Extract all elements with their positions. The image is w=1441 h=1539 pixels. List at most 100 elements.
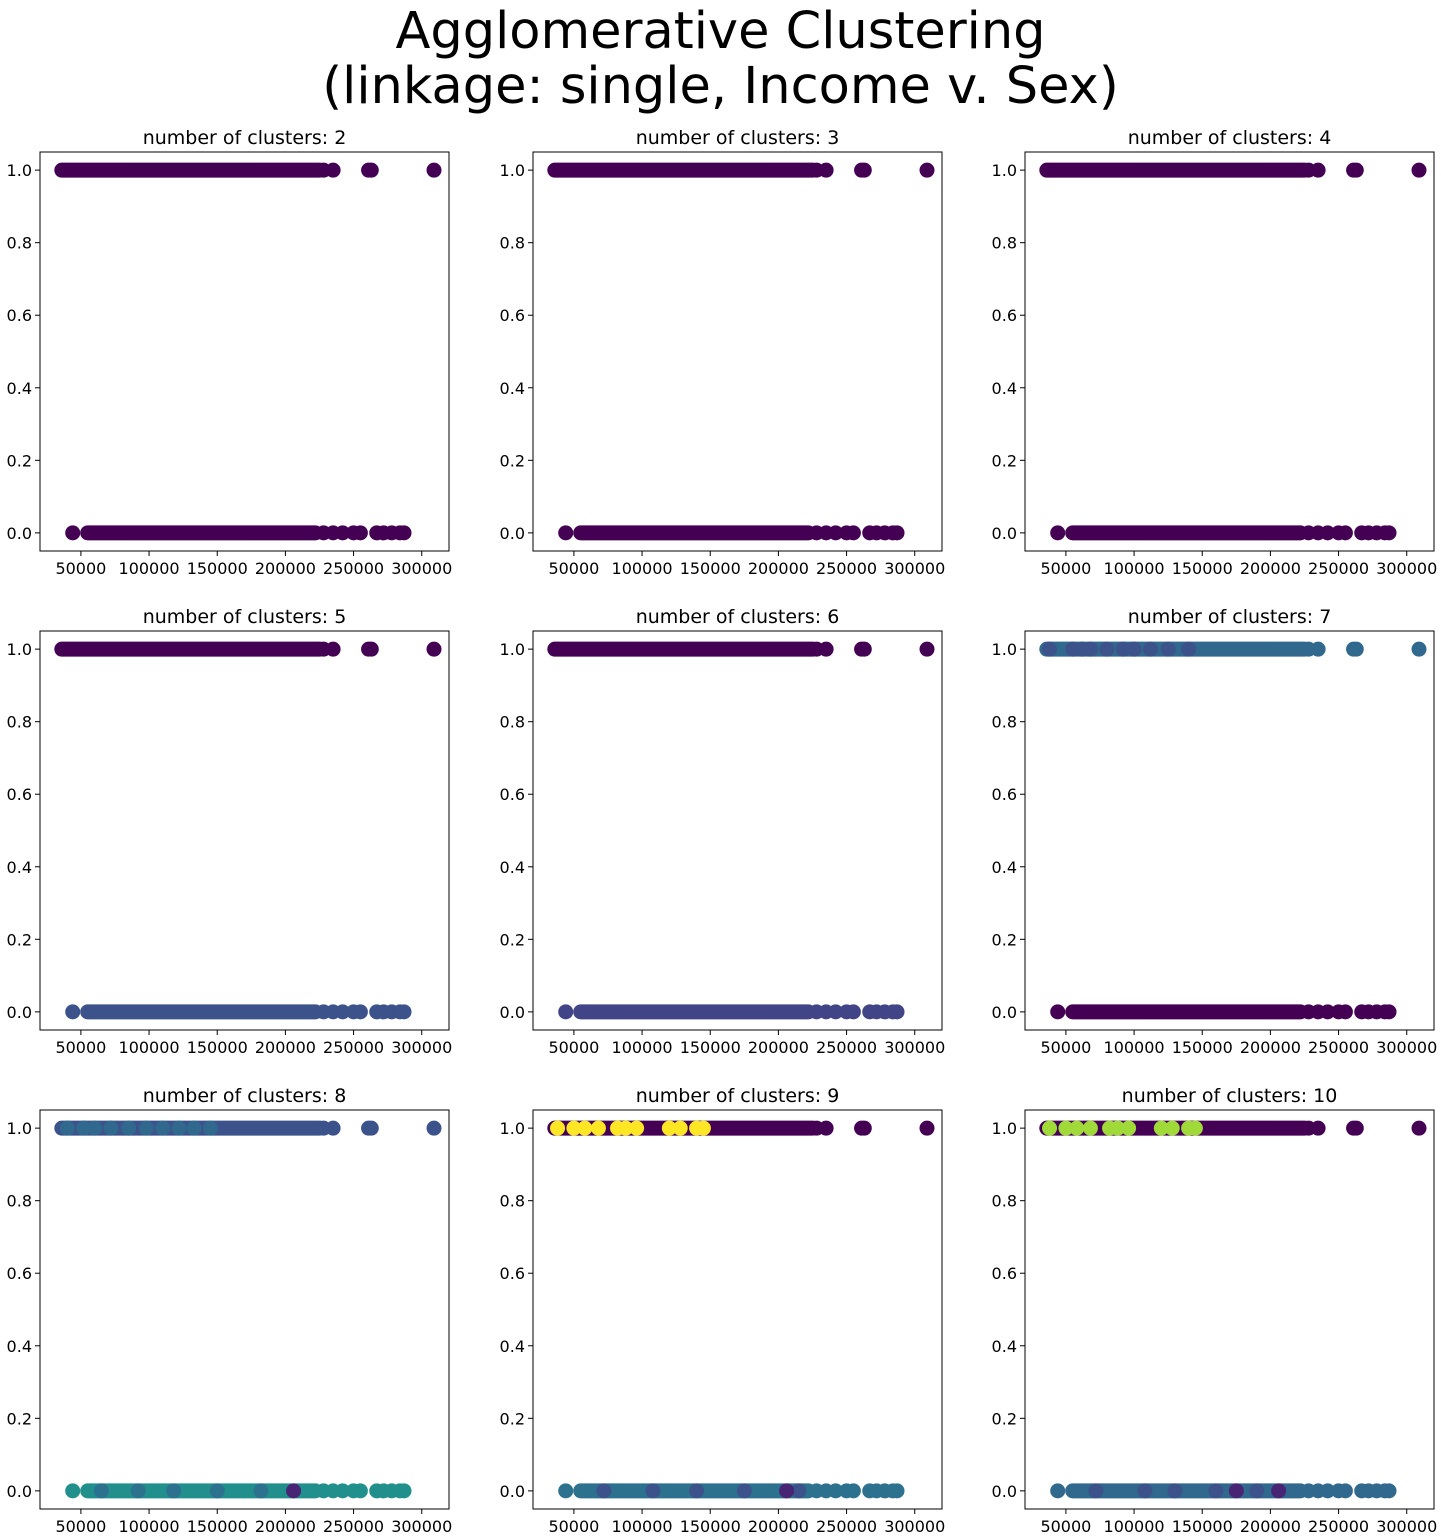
scatter-point bbox=[363, 1120, 379, 1136]
x-tick-label: 50000 bbox=[548, 1517, 599, 1536]
scatter-point bbox=[1082, 1120, 1098, 1136]
scatter-point bbox=[209, 1483, 225, 1499]
scatter-points bbox=[547, 162, 935, 541]
y-tick-label: 0.6 bbox=[500, 306, 525, 325]
scatter-point bbox=[363, 641, 379, 657]
scatter-point bbox=[426, 162, 442, 178]
scatter-point bbox=[596, 1483, 612, 1499]
y-tick-label: 0.2 bbox=[500, 1409, 525, 1428]
scatter-point bbox=[845, 1004, 861, 1020]
x-tick-label: 200000 bbox=[748, 1038, 809, 1057]
scatter-point bbox=[1058, 1120, 1074, 1136]
scatter-point bbox=[1337, 1483, 1353, 1499]
scatter-point bbox=[1348, 641, 1364, 657]
subplot-title: number of clusters: 2 bbox=[143, 127, 347, 149]
x-tick-label: 100000 bbox=[612, 1517, 673, 1536]
y-tick-label: 0.4 bbox=[500, 1337, 525, 1356]
subplot-title: number of clusters: 4 bbox=[1128, 127, 1332, 149]
scatter-point bbox=[59, 1120, 75, 1136]
x-tick-label: 300000 bbox=[391, 559, 452, 578]
scatter-point bbox=[558, 525, 574, 541]
axes-frame bbox=[39, 151, 450, 552]
y-tick-label: 0.8 bbox=[7, 1192, 32, 1211]
scatter-point bbox=[1050, 1004, 1066, 1020]
scatter-point bbox=[889, 1483, 905, 1499]
scatter-point bbox=[1337, 525, 1353, 541]
scatter-point bbox=[558, 1483, 574, 1499]
scatter-point bbox=[828, 1004, 844, 1020]
scatter-point bbox=[76, 1120, 92, 1136]
scatter-point bbox=[1164, 1120, 1180, 1136]
scatter-point bbox=[1228, 1483, 1244, 1499]
x-tick-label: 150000 bbox=[680, 1517, 741, 1536]
y-tick-label: 0.6 bbox=[7, 785, 32, 804]
y-tick-label: 1.0 bbox=[500, 640, 525, 659]
scatter-point bbox=[1411, 1120, 1427, 1136]
scatter-point bbox=[828, 525, 844, 541]
y-tick-label: 0.2 bbox=[500, 930, 525, 949]
scatter-point bbox=[618, 1120, 634, 1136]
y-tick-label: 0.6 bbox=[500, 785, 525, 804]
scatter-point bbox=[828, 1483, 844, 1499]
subplot-title: number of clusters: 6 bbox=[636, 606, 840, 628]
x-tick-label: 250000 bbox=[1308, 1517, 1369, 1536]
scatter-point bbox=[889, 1004, 905, 1020]
scatter-point bbox=[1082, 641, 1098, 657]
scatter-point bbox=[1348, 162, 1364, 178]
scatter-points bbox=[547, 641, 935, 1020]
scatter-point bbox=[335, 1004, 351, 1020]
scatter-point bbox=[286, 1483, 302, 1499]
subplot-title: number of clusters: 3 bbox=[636, 127, 840, 149]
scatter-point bbox=[590, 1120, 606, 1136]
scatter-point bbox=[121, 1120, 137, 1136]
axes-frame bbox=[1024, 151, 1435, 552]
subplot-title: number of clusters: 8 bbox=[143, 1085, 347, 1107]
y-tick-label: 0.0 bbox=[500, 524, 525, 543]
x-tick-label: 50000 bbox=[55, 1517, 106, 1536]
subplot-8: number of clusters: 9 50000 100000 150000 20… bbox=[500, 1085, 946, 1536]
y-tick-label: 0.4 bbox=[500, 858, 525, 877]
scatter-point bbox=[1320, 1004, 1336, 1020]
y-tick-label: 0.0 bbox=[992, 524, 1017, 543]
x-tick-label: 300000 bbox=[1376, 1517, 1437, 1536]
x-tick-label: 250000 bbox=[323, 1038, 384, 1057]
scatter-points bbox=[54, 1120, 442, 1499]
x-tick-label: 100000 bbox=[119, 559, 180, 578]
scatter-point bbox=[1411, 162, 1427, 178]
x-tick-label: 50000 bbox=[1040, 1038, 1091, 1057]
y-tick-label: 1.0 bbox=[992, 1119, 1017, 1138]
scatter-point bbox=[65, 1004, 81, 1020]
y-tick-label: 0.0 bbox=[992, 1482, 1017, 1501]
scatter-point bbox=[325, 162, 341, 178]
scatter-point bbox=[1381, 1004, 1397, 1020]
y-tick-label: 1.0 bbox=[992, 161, 1017, 180]
scatter-point bbox=[672, 1120, 688, 1136]
scatter-point bbox=[856, 641, 872, 657]
axes-frame bbox=[532, 1109, 943, 1510]
axes-frame bbox=[39, 1109, 450, 1510]
scatter-point bbox=[65, 525, 81, 541]
scatter-point bbox=[550, 1120, 566, 1136]
x-tick-label: 250000 bbox=[816, 1517, 877, 1536]
y-tick-label: 0.6 bbox=[992, 1264, 1017, 1283]
x-tick-label: 200000 bbox=[1240, 559, 1301, 578]
scatter-point bbox=[661, 1120, 677, 1136]
scatter-points bbox=[1039, 162, 1427, 541]
scatter-point bbox=[889, 525, 905, 541]
scatter-point bbox=[171, 1120, 187, 1136]
scatter-point bbox=[396, 1004, 412, 1020]
y-tick-label: 0.4 bbox=[992, 858, 1017, 877]
y-tick-label: 1.0 bbox=[7, 161, 32, 180]
x-tick-label: 300000 bbox=[1376, 1038, 1437, 1057]
y-tick-label: 0.0 bbox=[992, 1003, 1017, 1022]
scatter-point bbox=[1110, 1120, 1126, 1136]
y-tick-label: 0.8 bbox=[992, 713, 1017, 732]
scatter-point bbox=[1099, 641, 1115, 657]
scatter-point bbox=[1050, 1483, 1066, 1499]
scatter-point bbox=[919, 162, 935, 178]
scatter-point bbox=[919, 641, 935, 657]
scatter-point bbox=[1249, 1483, 1265, 1499]
x-tick-label: 50000 bbox=[548, 559, 599, 578]
x-tick-label: 100000 bbox=[119, 1517, 180, 1536]
scatter-point bbox=[1320, 1483, 1336, 1499]
